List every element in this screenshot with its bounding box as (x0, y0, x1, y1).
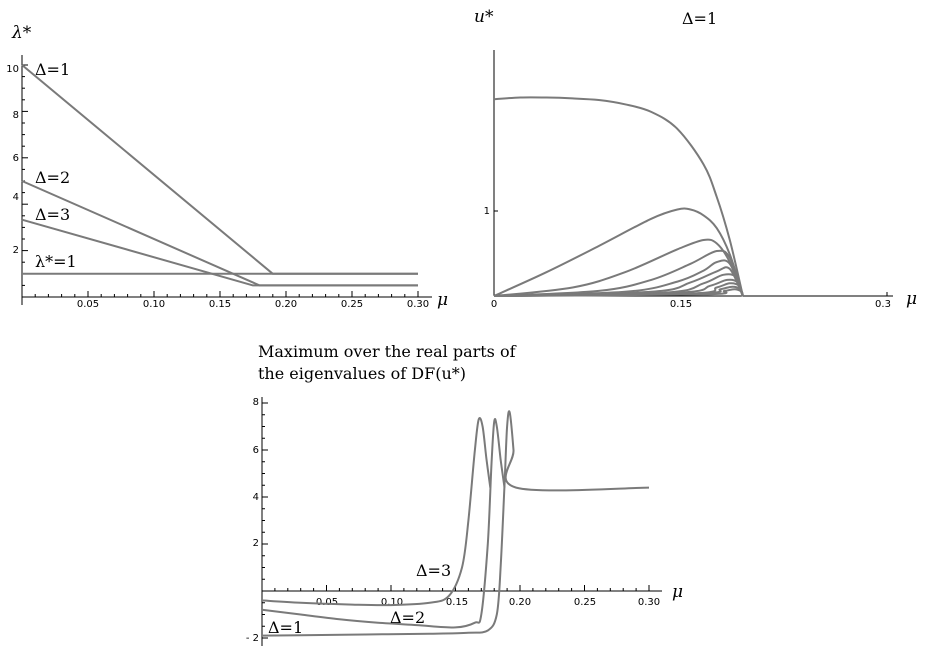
chart1-label-delta1: Δ=1 (35, 60, 70, 79)
chart1-xtick-label: 0.25 (341, 299, 363, 310)
chart2-ytick-label: 1 (484, 206, 490, 217)
chart3-ytick-label: 4 (253, 492, 259, 503)
chart2-series-line (493, 249, 744, 297)
chart3-label-delta1: Δ=1 (268, 618, 303, 637)
chart3-minor-ticks (262, 402, 650, 639)
chart1-label-delta3: Δ=3 (35, 205, 70, 224)
chart-eigenvalues: Maximum over the real parts of the eigen… (246, 342, 683, 646)
chart3-xlabel: μ (672, 582, 683, 602)
chart2-series-line (493, 207, 744, 297)
chart3-title-line1: Maximum over the real parts of (258, 342, 517, 361)
chart1-ytick-label: 8 (13, 110, 19, 121)
chart3-xtick-label: 0.30 (638, 597, 660, 608)
chart3-ytick-label: 2 (253, 538, 259, 549)
chart1-xtick-label: 0.20 (275, 299, 297, 310)
chart1-ytick-label: 10 (6, 64, 19, 75)
chart2-xlabel: μ (906, 289, 917, 309)
chart2-ylabel: u* (474, 7, 494, 27)
chart2-series-line (493, 288, 744, 297)
chart1-series-line (21, 180, 418, 287)
chart3-xtick-label: 0.05 (316, 597, 338, 608)
chart2-title: Δ=1 (682, 9, 717, 28)
chart2-series-line (493, 238, 744, 297)
chart1-minor-ticks (22, 64, 419, 297)
chart3-title-line2: the eigenvalues of DF(u*) (258, 364, 466, 383)
chart1-xtick-label: 0.10 (143, 299, 165, 310)
chart3-ytick-label: 8 (253, 397, 259, 408)
chart3-label-delta3: Δ=3 (416, 561, 451, 580)
chart1-xtick-label: 0.30 (407, 299, 429, 310)
chart1-label-lambda1: λ*=1 (35, 252, 77, 271)
chart2-xtick-label: 0.3 (875, 299, 891, 310)
chart1-ytick-label: 4 (13, 192, 19, 203)
chart3-series-line (261, 416, 492, 607)
chart2-xtick-label: 0.15 (670, 299, 692, 310)
chart-lambda: λ* μ 0.05 0.10 0.15 0.20 0.25 0.30 2 4 6… (6, 23, 448, 310)
chart1-ylabel: λ* (11, 23, 32, 43)
chart3-xtick-label: 0.15 (446, 597, 468, 608)
chart1-xtick-label: 0.15 (209, 299, 231, 310)
chart3-xtick-label: 0.10 (381, 597, 403, 608)
chart1-series-line (21, 218, 418, 287)
chart1-ytick-label: 2 (13, 245, 19, 256)
chart3-series-line (261, 410, 650, 637)
chart2-xtick-label: 0 (491, 299, 497, 310)
chart1-xtick-label: 0.05 (77, 299, 99, 310)
chart3-ytick-label: - 2 (246, 633, 259, 644)
chart3-ytick-label: 6 (253, 445, 259, 456)
chart1-label-delta2: Δ=2 (35, 168, 70, 187)
chart3-series-line (261, 418, 506, 629)
chart1-xlabel: μ (437, 290, 448, 310)
chart-u: u* Δ=1 μ 0 0.15 0.3 1 (474, 7, 917, 310)
chart2-series-line (493, 96, 744, 297)
chart1-ytick-label: 6 (13, 153, 19, 164)
chart3-xtick-label: 0.25 (574, 597, 596, 608)
chart3-xtick-label: 0.20 (509, 597, 531, 608)
chart1-series-line (21, 64, 418, 275)
chart3-label-delta2: Δ=2 (390, 608, 425, 627)
